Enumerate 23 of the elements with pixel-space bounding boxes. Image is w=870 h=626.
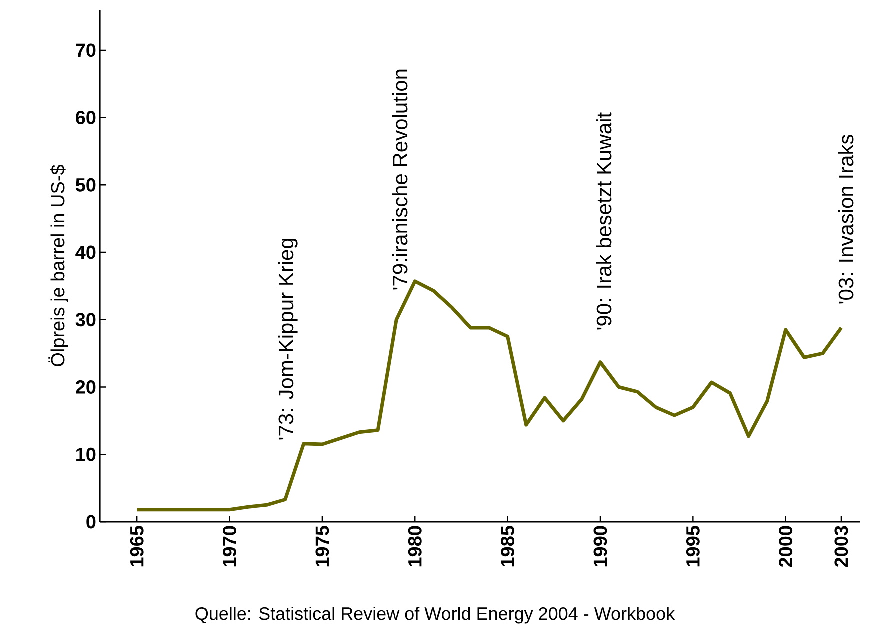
y-tick-label: 30 — [76, 313, 96, 327]
y-tick-label: 10 — [76, 448, 96, 462]
source-note: Quelle: Statistical Review of World Energy 2004 - Workbook — [196, 607, 676, 624]
x-tick-label: 1970 — [223, 526, 236, 567]
annotation: '73: Jom-Kippur Krieg — [278, 238, 298, 440]
annotation: '79:iranische Revolution — [392, 70, 408, 290]
x-tick-label: 2003 — [834, 526, 848, 568]
x-tick-label: 1965 — [130, 526, 144, 567]
y-tick-label: 0 — [86, 515, 96, 529]
y-tick-label: 60 — [76, 111, 96, 125]
x-tick-label: 1975 — [316, 526, 330, 567]
annotation: '03: Invasion Iraks — [838, 135, 854, 304]
x-tick-label: 1980 — [408, 526, 422, 567]
x-tick-label: 2000 — [779, 526, 793, 568]
x-tick-label: 1990 — [594, 526, 608, 567]
y-tick-label: 40 — [76, 246, 96, 260]
x-tick-label: 1985 — [501, 526, 515, 567]
y-tick-label: 50 — [76, 178, 96, 192]
annotation: '90: Irak besetzt Kuwait — [596, 112, 612, 330]
y-tick-label: 20 — [76, 380, 96, 394]
y-tick-label: 70 — [76, 44, 96, 58]
y-axis-title: Ölpreis je barrel in US-$ — [48, 164, 68, 366]
x-tick-label: 1995 — [686, 526, 700, 567]
